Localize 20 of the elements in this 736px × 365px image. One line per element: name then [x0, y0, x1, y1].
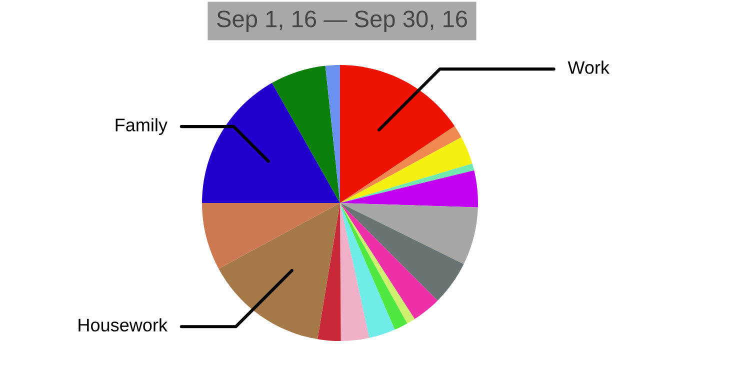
pie-slice: [340, 170, 478, 208]
pie-slice: [218, 203, 340, 340]
pie-slice: [272, 66, 340, 203]
pie-slice: [340, 203, 395, 338]
pie-slice: [202, 82, 340, 203]
pie-slice: [340, 203, 464, 301]
pie-slice: [340, 164, 474, 203]
pie-slice: [325, 65, 340, 203]
slice-label: Family: [116, 118, 168, 135]
pie-slice: [340, 137, 472, 203]
pie-slice: [340, 126, 462, 203]
slice-label: Housework: [78, 318, 168, 332]
pie-slice: [202, 203, 340, 269]
chart-title: Sep 1, 16 — Sep 30, 16: [217, 10, 467, 32]
slice-label: Work: [568, 60, 610, 74]
pie-slice: [318, 203, 341, 341]
pie-slice: [340, 203, 438, 320]
pie-slice: [340, 203, 478, 264]
pie-slice: [340, 65, 455, 203]
pie-slice: [340, 203, 370, 341]
